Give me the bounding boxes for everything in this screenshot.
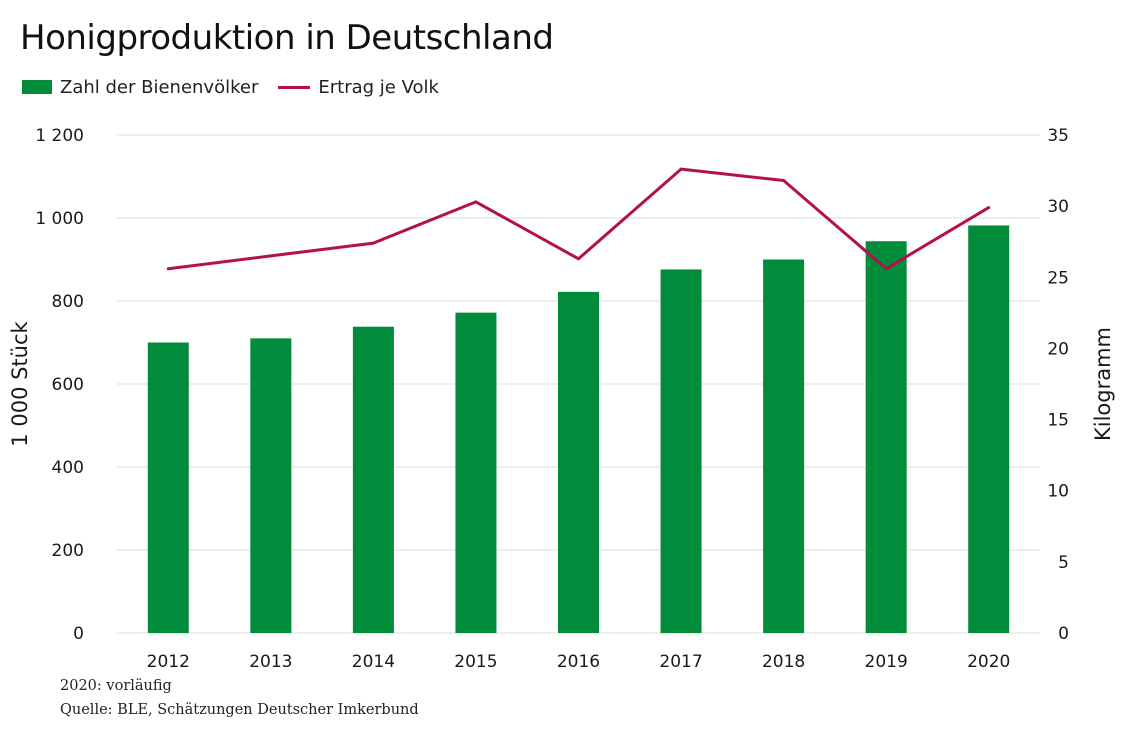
left-axis-ticks: 0 200 400 600 800 1 000 1 200	[35, 126, 84, 644]
right-tick-label: 0	[1058, 624, 1069, 644]
x-tick-label: 2015	[454, 652, 497, 672]
x-tick-label: 2018	[762, 652, 805, 672]
x-tick-label: 2014	[352, 652, 395, 672]
right-tick-label: 30	[1047, 197, 1069, 217]
legend-swatch-bars	[22, 80, 52, 94]
bar-2016	[558, 291, 599, 633]
right-tick-label: 10	[1047, 482, 1069, 502]
left-tick-label: 200	[52, 541, 84, 561]
bar-2012	[147, 342, 189, 633]
bar-2019	[865, 241, 907, 634]
left-tick-label: 800	[52, 292, 84, 312]
x-tick-label: 2020	[967, 652, 1010, 672]
bar-2015	[455, 312, 497, 633]
legend: Zahl der Bienenvölker Ertrag je Volk	[22, 75, 439, 99]
x-tick-label: 2017	[659, 652, 702, 672]
legend-label-bars: Zahl der Bienenvölker	[60, 76, 259, 98]
left-tick-label: 600	[52, 375, 84, 395]
line-point-2018	[782, 179, 786, 183]
source-note: Quelle: BLE, Schätzungen Deutscher Imker…	[60, 702, 419, 718]
bar-2014	[352, 326, 394, 633]
right-tick-label: 35	[1047, 126, 1069, 146]
x-tick-label: 2012	[147, 652, 190, 672]
right-tick-label: 5	[1058, 553, 1069, 573]
right-axis-ticks: 0 5 10 15 20 25 30 35	[1047, 126, 1069, 644]
left-axis-label: 1 000 Stück	[8, 320, 32, 446]
left-tick-label: 400	[52, 458, 84, 478]
right-tick-label: 25	[1047, 268, 1069, 288]
line-point-2020	[987, 206, 991, 210]
line-point-2019	[884, 267, 888, 271]
bar-2020	[968, 225, 1010, 633]
right-tick-label: 15	[1047, 411, 1069, 431]
footnote: 2020: vorläufig	[60, 678, 172, 694]
chart-title: Honigproduktion in Deutschland	[20, 18, 554, 58]
x-tick-label: 2013	[249, 652, 292, 672]
bar-series	[147, 225, 1010, 634]
right-axis-label: Kilogramm	[1091, 327, 1115, 441]
legend-label-line: Ertrag je Volk	[318, 76, 439, 98]
bar-2013	[250, 338, 292, 633]
line-point-2017	[679, 167, 683, 171]
line-series	[166, 167, 991, 271]
left-tick-label: 1 000	[35, 209, 84, 229]
ertrag-line	[168, 167, 990, 271]
right-tick-label: 20	[1047, 339, 1069, 359]
x-axis-ticks: 2012 2013 2014 2015 2016 2017 2018 2019 2020	[147, 652, 1011, 672]
left-tick-label: 1 200	[35, 126, 84, 146]
x-tick-label: 2016	[557, 652, 600, 672]
line-point-2012	[166, 267, 170, 271]
line-point-2016	[577, 257, 580, 261]
line-point-2013	[269, 254, 273, 258]
line-point-2015	[474, 200, 478, 204]
bar-2017	[660, 269, 702, 633]
x-tick-label: 2019	[865, 652, 908, 672]
legend-swatch-line	[278, 85, 311, 89]
line-point-2014	[371, 241, 375, 245]
bar-2018	[763, 259, 805, 633]
left-tick-label: 0	[73, 624, 84, 644]
